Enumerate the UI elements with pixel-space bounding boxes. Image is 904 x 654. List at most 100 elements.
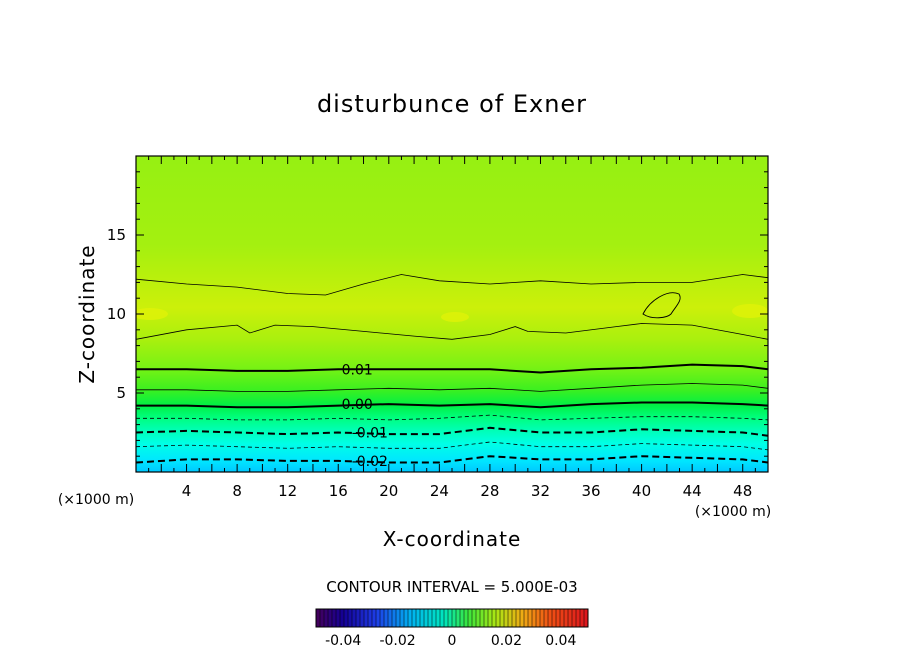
colorbar-cell: [432, 609, 437, 627]
y-axis: 5 10 15: [107, 171, 768, 457]
colorbar-tick-label: 0: [448, 633, 457, 649]
colorbar-cell: [460, 609, 465, 627]
colorbar-cell: [376, 609, 381, 627]
colorbar-cell: [456, 609, 461, 627]
colorbar-tick-label: 0.04: [545, 633, 576, 649]
colorbar-cell: [488, 609, 493, 627]
field-highlight-center: [441, 312, 469, 322]
colorbar-cell: [472, 609, 477, 627]
x-tick-label: 24: [430, 482, 449, 500]
colorbar-cell: [564, 609, 569, 627]
x-tick-label: 48: [733, 482, 752, 500]
field-highlight-right: [732, 304, 768, 318]
colorbar-tick-labels: -0.04 -0.02 0 0.02 0.04: [325, 633, 576, 649]
colorbar-cell: [352, 609, 357, 627]
colorbar-cell: [552, 609, 557, 627]
x-tick-label: 32: [531, 482, 550, 500]
contour-line: [136, 274, 768, 296]
contour-label: 0.00: [342, 397, 373, 413]
colorbar-cell: [480, 609, 485, 627]
colorbar-cell: [548, 609, 553, 627]
contour-label: -0.01: [352, 426, 388, 442]
colorbar-cell: [336, 609, 341, 627]
x-unit-label-left: (×1000 m): [58, 492, 134, 508]
colorbar-cell: [356, 609, 361, 627]
colorbar-tick-label: -0.02: [379, 633, 415, 649]
colorbar-cell: [444, 609, 449, 627]
colorbar-cell: [492, 609, 497, 627]
colorbar-cell: [400, 609, 405, 627]
colorbar-cell: [416, 609, 421, 627]
colorbar-cell: [364, 609, 369, 627]
contour-cell-closed: [642, 292, 681, 319]
x-tick-label: 40: [632, 482, 651, 500]
contour-label: -0.02: [352, 454, 388, 470]
colorbar-cell: [340, 609, 345, 627]
y-tick-label: 10: [107, 305, 126, 323]
colorbar-cell: [436, 609, 441, 627]
colorbar-cell: [320, 609, 325, 627]
colorbar-cell: [504, 609, 509, 627]
colorbar-cell: [532, 609, 537, 627]
colorbar-cell: [328, 609, 333, 627]
x-axis: 4 8 12 16 20 24 28 32 36 40 44 48: [148, 156, 756, 500]
y-tick-label: 5: [116, 384, 126, 402]
contour-line: [136, 363, 768, 374]
colorbar-cell: [544, 609, 549, 627]
colorbar-cell: [316, 609, 321, 627]
colorbar-cell: [556, 609, 561, 627]
colorbar-cell: [360, 609, 365, 627]
x-tick-label: 44: [683, 482, 702, 500]
colorbar-cell: [572, 609, 577, 627]
colorbar-cell: [536, 609, 541, 627]
colorbar-cell: [500, 609, 505, 627]
colorbar-cell: [524, 609, 529, 627]
colorbar-cell: [396, 609, 401, 627]
contour-line: [136, 414, 768, 421]
contour-line: [136, 383, 768, 392]
contour-labels: 0.01 0.00 -0.01 -0.02: [342, 362, 388, 470]
colorbar-cell: [332, 609, 337, 627]
colorbar-cell: [344, 609, 349, 627]
x-tick-label: 8: [232, 482, 242, 500]
colorbar-cell: [412, 609, 417, 627]
contour-label: 0.01: [342, 362, 373, 378]
colorbar-cell: [380, 609, 385, 627]
contour-line: [136, 323, 768, 340]
colorbar-cell: [496, 609, 501, 627]
colorbar-cell: [520, 609, 525, 627]
colorbar-cell: [428, 609, 433, 627]
contour-line: [136, 401, 768, 409]
colorbar-cell: [388, 609, 393, 627]
colorbar-cell: [516, 609, 521, 627]
chart-title: disturbunce of Exner: [317, 90, 587, 118]
colorbar-tick-label: 0.02: [491, 633, 522, 649]
colorbar-cell: [372, 609, 377, 627]
colorbar-cell: [584, 609, 589, 627]
x-axis-title: X-coordinate: [383, 527, 522, 551]
x-tick-label: 20: [379, 482, 398, 500]
colorbar-cell: [560, 609, 565, 627]
x-tick-label: 16: [329, 482, 348, 500]
x-tick-label: 36: [581, 482, 600, 500]
colorbar-cell: [348, 609, 353, 627]
colorbar-tick-label: -0.04: [325, 633, 361, 649]
colorbar-cell: [424, 609, 429, 627]
y-axis-title: Z-coordinate: [75, 244, 99, 383]
colorbar-cell: [408, 609, 413, 627]
x-tick-label: 12: [278, 482, 297, 500]
colorbar-cell: [404, 609, 409, 627]
colorbar-cell: [392, 609, 397, 627]
colorbar-cell: [468, 609, 473, 627]
colorbar-cell: [484, 609, 489, 627]
field-highlight-left: [136, 308, 168, 320]
colorbar-cell: [540, 609, 545, 627]
colorbar-cell: [448, 609, 453, 627]
colorbar-cell: [528, 609, 533, 627]
colorbar-cell: [452, 609, 457, 627]
colorbar-cell: [440, 609, 445, 627]
colorbar-cell: [476, 609, 481, 627]
colorbar: [315, 609, 589, 627]
colorbar-cell: [464, 609, 469, 627]
